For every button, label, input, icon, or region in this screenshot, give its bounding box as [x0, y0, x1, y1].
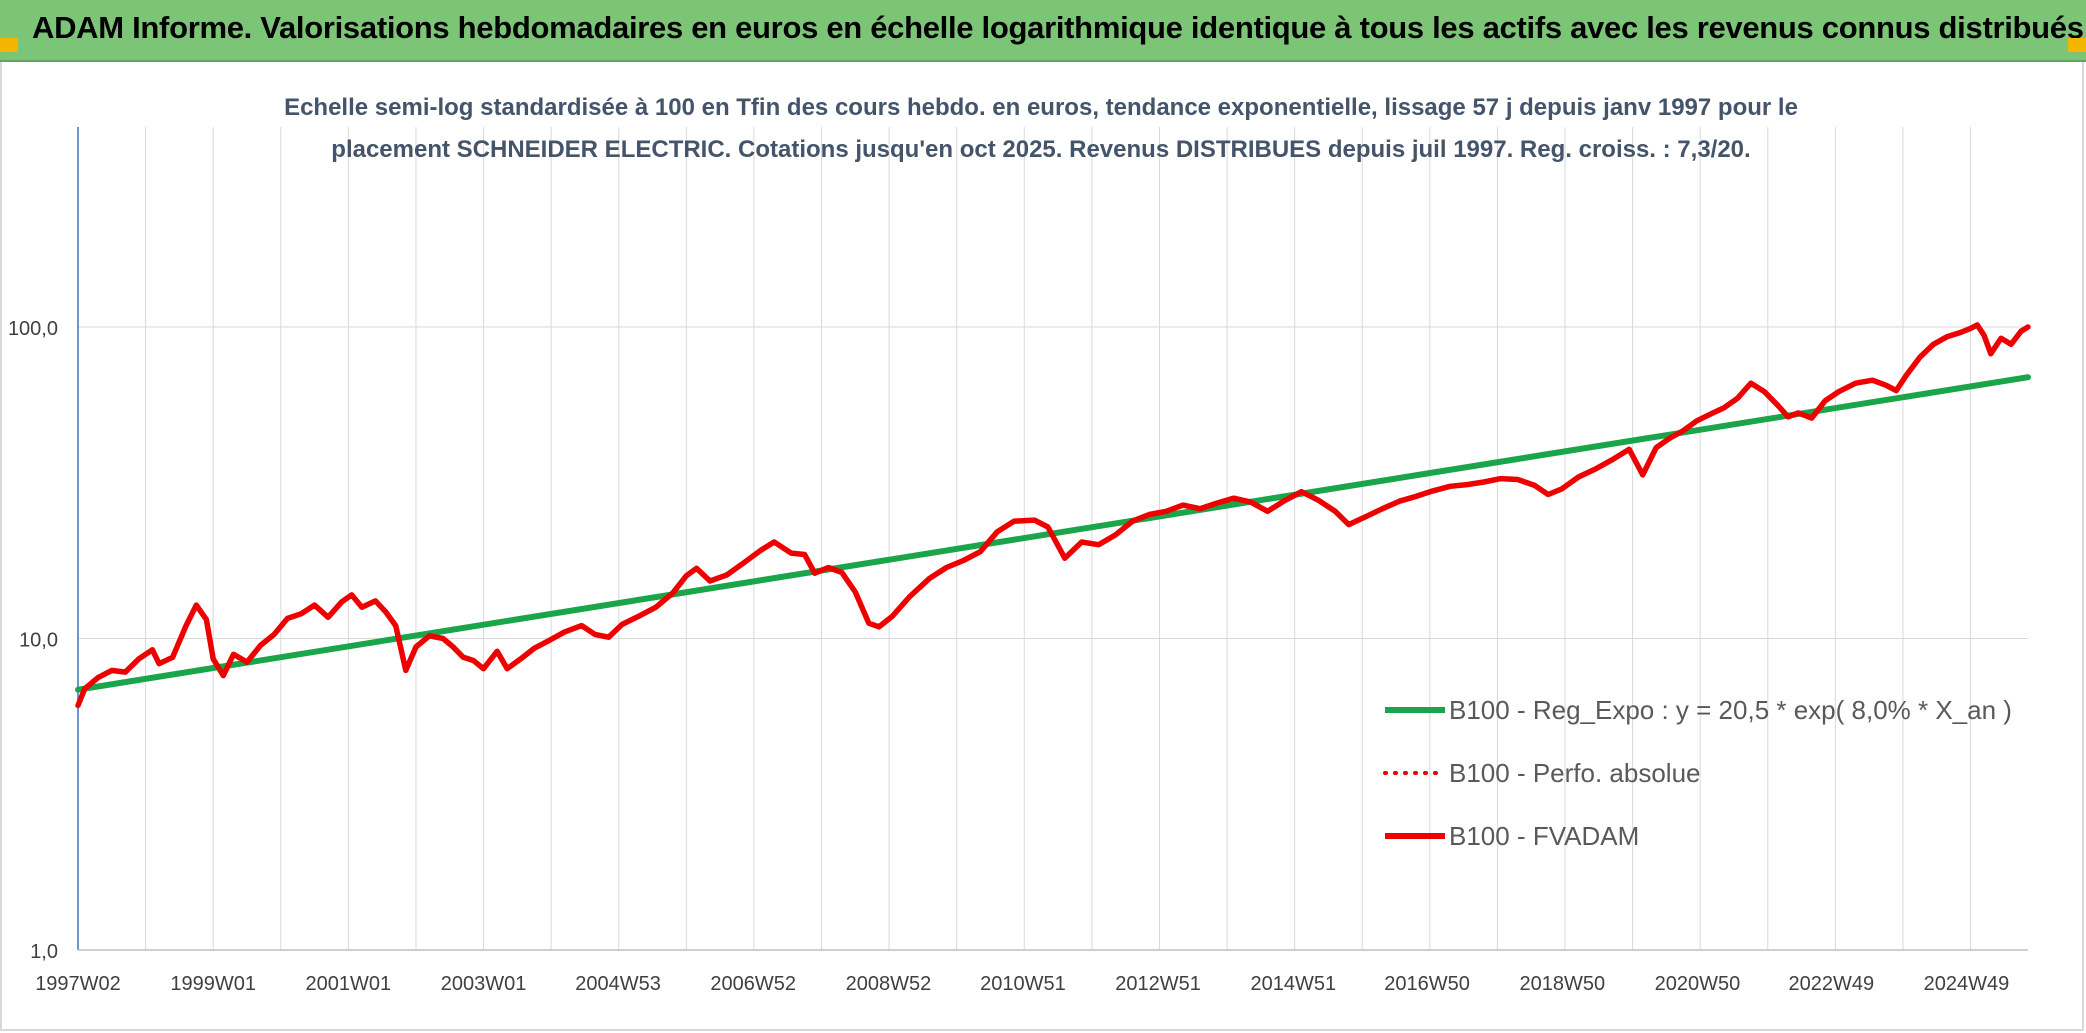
x-tick-label: 2024W49: [1924, 973, 2010, 995]
x-tick-label: 2008W52: [846, 973, 932, 995]
report-banner: ADAM Informe. Valorisations hebdomadaire…: [0, 0, 2086, 62]
x-tick-label: 2014W51: [1250, 973, 1336, 995]
legend-label-3: B100 - FVADAM: [1449, 821, 1639, 851]
x-tick-label: 2020W50: [1655, 973, 1741, 995]
y-tick-label: 100,0: [8, 318, 58, 340]
x-tick-label: 2022W49: [1788, 973, 1874, 995]
x-tick-label: 2018W50: [1519, 973, 1605, 995]
x-tick-label: 2006W52: [710, 973, 796, 995]
x-tick-label: 2012W51: [1115, 973, 1201, 995]
legend: B100 - Reg_Expo : y = 20,5 * exp( 8,0% *…: [1383, 695, 2012, 851]
chart-frame: [0, 62, 2084, 1031]
legend-label-1: B100 - Reg_Expo : y = 20,5 * exp( 8,0% *…: [1449, 695, 2012, 725]
x-tick-label: 2010W51: [980, 973, 1066, 995]
series-layer: [75, 322, 2031, 709]
x-tick-label: 2003W01: [441, 973, 527, 995]
x-tick-label: 1999W01: [170, 973, 256, 995]
report-title: ADAM Informe. Valorisations hebdomadaire…: [32, 10, 2084, 45]
x-tick-label: 2004W53: [575, 973, 661, 995]
y-tick-label: 1,0: [30, 941, 58, 963]
chart-title-line-1: Echelle semi-log standardisée à 100 en T…: [284, 94, 1798, 121]
x-tick-label: 1997W02: [35, 973, 121, 995]
chart-title: Echelle semi-log standardisée à 100 en T…: [284, 94, 1798, 163]
corner-marker-top-left: [0, 38, 18, 52]
axis-layer: 100,0 10,0 1,0 1997W02 1999W01 2001W01 2003W01…: [8, 127, 2028, 995]
legend-label-2: B100 - Perfo. absolue: [1449, 758, 1701, 788]
series-fvadam-line: [75, 322, 2031, 709]
corner-marker-top-right: [2068, 38, 2086, 52]
x-tick-label: 2016W50: [1384, 973, 1470, 995]
y-tick-label: 10,0: [19, 629, 58, 651]
chart-title-line-2: placement SCHNEIDER ELECTRIC. Cotations …: [331, 136, 1750, 163]
x-tick-label: 2001W01: [306, 973, 392, 995]
